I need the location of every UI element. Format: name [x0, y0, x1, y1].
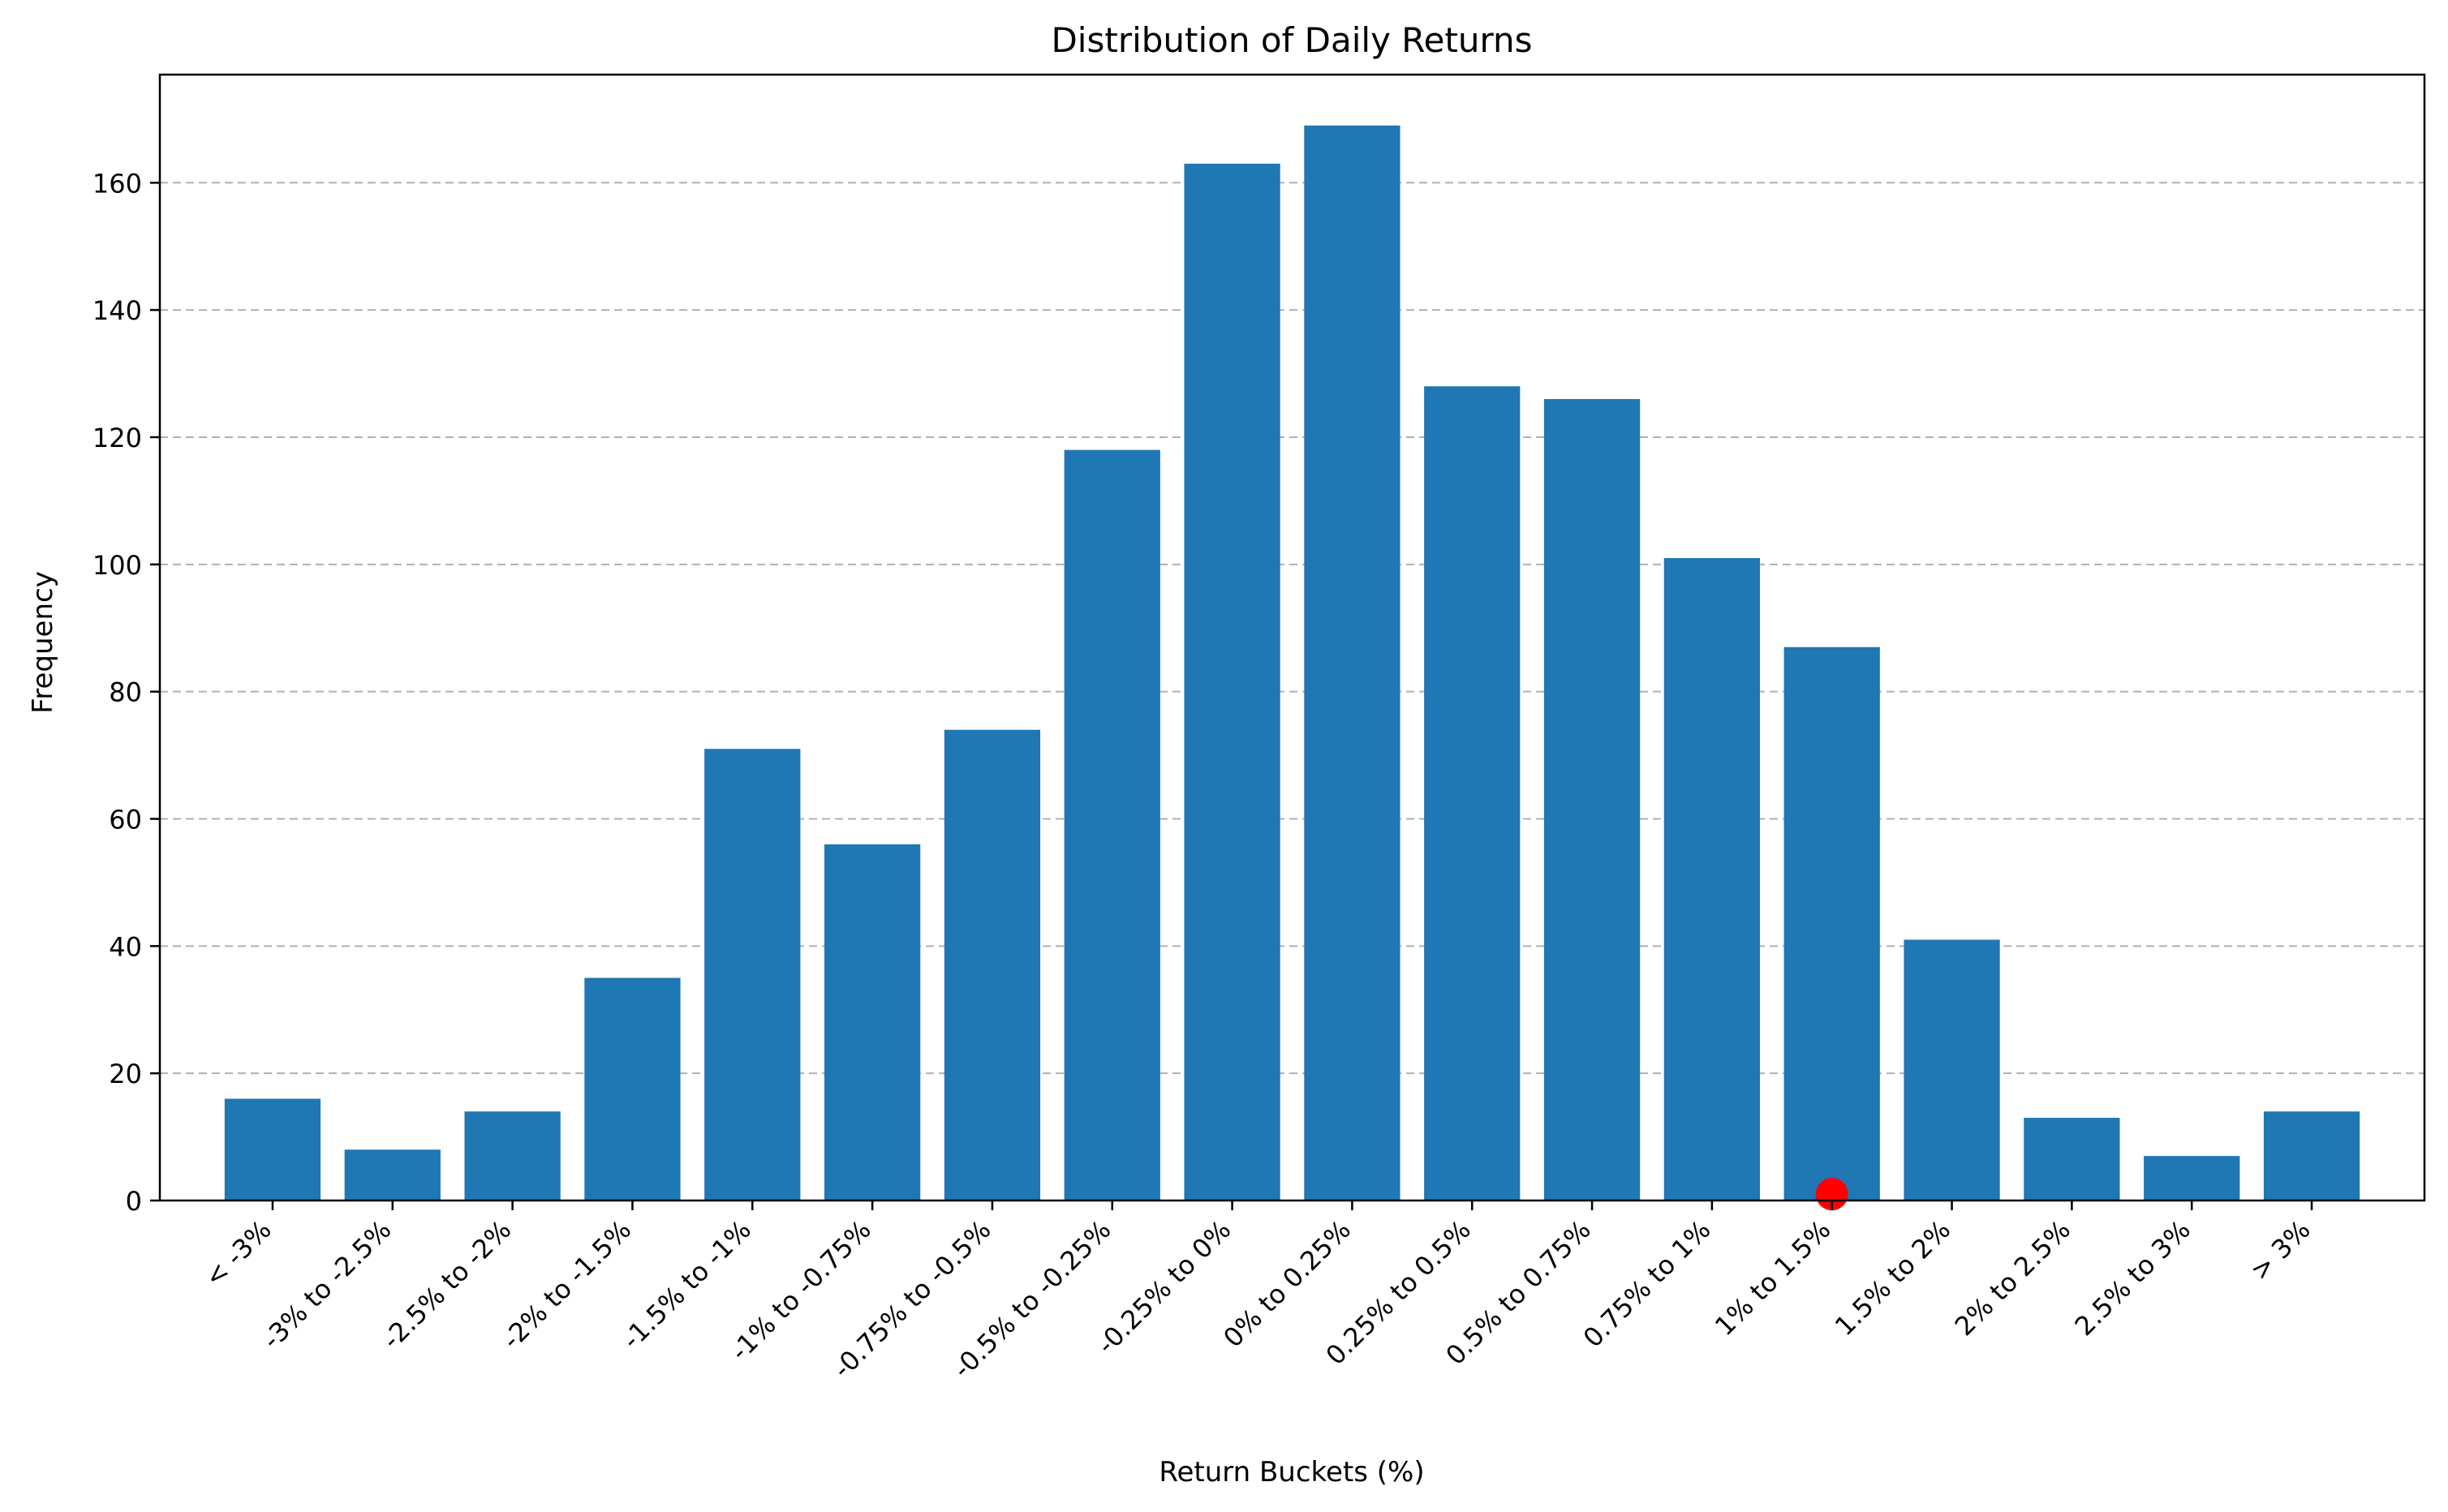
y-tick-label: 20 [109, 1059, 142, 1089]
y-axis-ticks: 0 20 40 60 80 100 120 140 160 [92, 168, 160, 1217]
y-tick-label: 140 [92, 295, 142, 326]
bar [1904, 939, 2000, 1201]
bar [344, 1149, 441, 1201]
y-tick-label: 60 [109, 804, 142, 835]
bar [224, 1098, 321, 1201]
bar [1543, 398, 1641, 1201]
bar [2144, 1156, 2240, 1201]
bar [464, 1111, 561, 1201]
bar [1424, 386, 1521, 1201]
y-axis-label: Frequency [27, 571, 59, 714]
bar [2263, 1111, 2360, 1201]
chart-title: Distribution of Daily Returns [1051, 20, 1532, 60]
y-tick-label: 120 [92, 423, 142, 453]
bar [584, 977, 681, 1201]
y-tick-label: 80 [109, 677, 142, 708]
y-tick-label: 100 [92, 550, 142, 581]
plot-frame [158, 73, 2426, 1202]
bar [824, 844, 921, 1201]
x-axis-label: Return Buckets (%) [1159, 1456, 1424, 1488]
bar [1663, 557, 1761, 1201]
bar [1304, 125, 1400, 1201]
bars [224, 125, 2360, 1201]
highlight-marker [1815, 1178, 1848, 1211]
bar [1064, 449, 1160, 1201]
markers [1815, 1178, 1848, 1211]
y-tick-label: 40 [109, 931, 142, 962]
y-tick-label: 0 [126, 1186, 142, 1217]
bar [2024, 1118, 2120, 1201]
y-tick-label: 160 [92, 168, 142, 199]
bar [944, 729, 1041, 1201]
bar [1783, 646, 1880, 1201]
bar [1184, 163, 1280, 1201]
bar [704, 749, 801, 1201]
